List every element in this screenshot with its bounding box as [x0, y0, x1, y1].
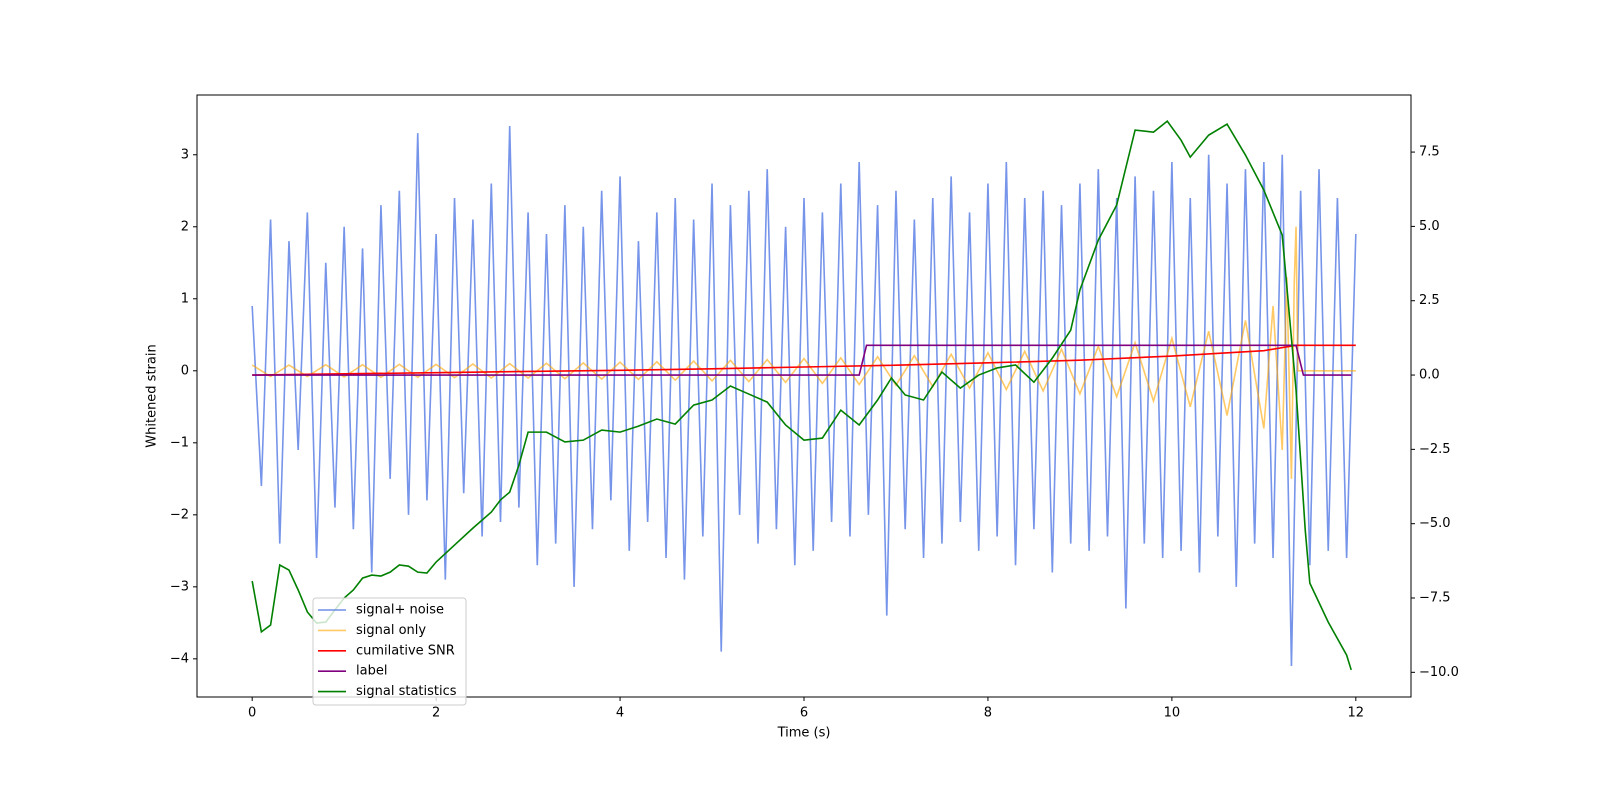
y-tick-label: 2 [181, 219, 189, 234]
series-line [251, 120, 1352, 671]
y2-tick-label: −2.5 [1419, 442, 1451, 457]
y-tick-label: −3 [170, 579, 189, 594]
plot-area [251, 120, 1357, 671]
x-tick-label: 2 [432, 706, 440, 721]
legend-label: signal+ noise [356, 603, 444, 618]
y2-tick-label: 2.5 [1419, 293, 1440, 308]
y-tick-label: 0 [181, 363, 189, 378]
x-tick-label: 8 [984, 706, 992, 721]
x-axis-label: Time (s) [777, 726, 831, 741]
legend: signal+ noise signal only cumilative SNR la… [312, 597, 467, 706]
y-tick-label: −1 [170, 435, 189, 450]
y2-tick-label: 7.5 [1419, 145, 1440, 160]
y-tick-label: 1 [181, 291, 189, 306]
x-tick-label: 6 [800, 706, 808, 721]
y2-tick-label: −7.5 [1419, 591, 1451, 606]
x-tick-label: 4 [616, 706, 624, 721]
plot-frame [196, 94, 1412, 698]
series-line [251, 226, 1356, 479]
series-line [251, 125, 1357, 667]
y-tick-label: −2 [170, 507, 189, 522]
legend-label: signal statistics [356, 684, 457, 699]
y-tick-label: 3 [181, 147, 189, 162]
series-line [252, 344, 1352, 376]
legend-label: label [356, 664, 387, 679]
series-line [252, 344, 1356, 376]
y-axis-label: Whitened strain [145, 344, 160, 447]
x-tick-label: 0 [248, 706, 256, 721]
x-tick-label: 12 [1348, 706, 1365, 721]
legend-label: cumilative SNR [356, 643, 455, 658]
legend-label: signal only [356, 623, 426, 638]
y2-tick-label: −5.0 [1419, 516, 1451, 531]
y-tick-label: −4 [170, 651, 189, 666]
y2-tick-label: 5.0 [1419, 219, 1440, 234]
y2-tick-label: 0.0 [1419, 368, 1440, 383]
legend-box [312, 597, 467, 706]
y2-tick-label: −10.0 [1419, 665, 1459, 680]
x-tick-label: 10 [1164, 706, 1181, 721]
